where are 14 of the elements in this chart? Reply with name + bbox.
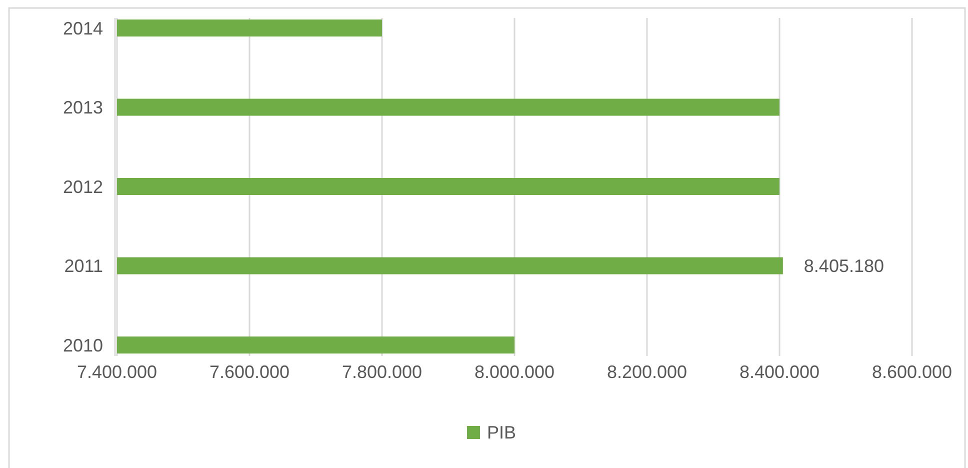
data-label: 8.405.180 xyxy=(804,256,884,276)
legend-label: PIB xyxy=(487,422,516,442)
y-tick-label: 2011 xyxy=(64,256,103,276)
y-tick-label: 2014 xyxy=(62,18,103,38)
x-tick-label: 8.400.000 xyxy=(739,362,820,382)
y-tick-label: 2013 xyxy=(62,98,103,118)
x-tick-label: 8.600.000 xyxy=(872,362,952,382)
x-tick-label: 8.000.000 xyxy=(474,362,555,382)
x-tick-label: 8.200.000 xyxy=(606,362,688,382)
y-tick-label: 2012 xyxy=(62,176,103,197)
y-tick-label: 2010 xyxy=(62,335,103,356)
x-tick-label: 7.800.000 xyxy=(342,362,422,382)
x-tick-label: 7.400.000 xyxy=(76,362,158,382)
x-tick-label: 7.600.000 xyxy=(209,362,290,382)
